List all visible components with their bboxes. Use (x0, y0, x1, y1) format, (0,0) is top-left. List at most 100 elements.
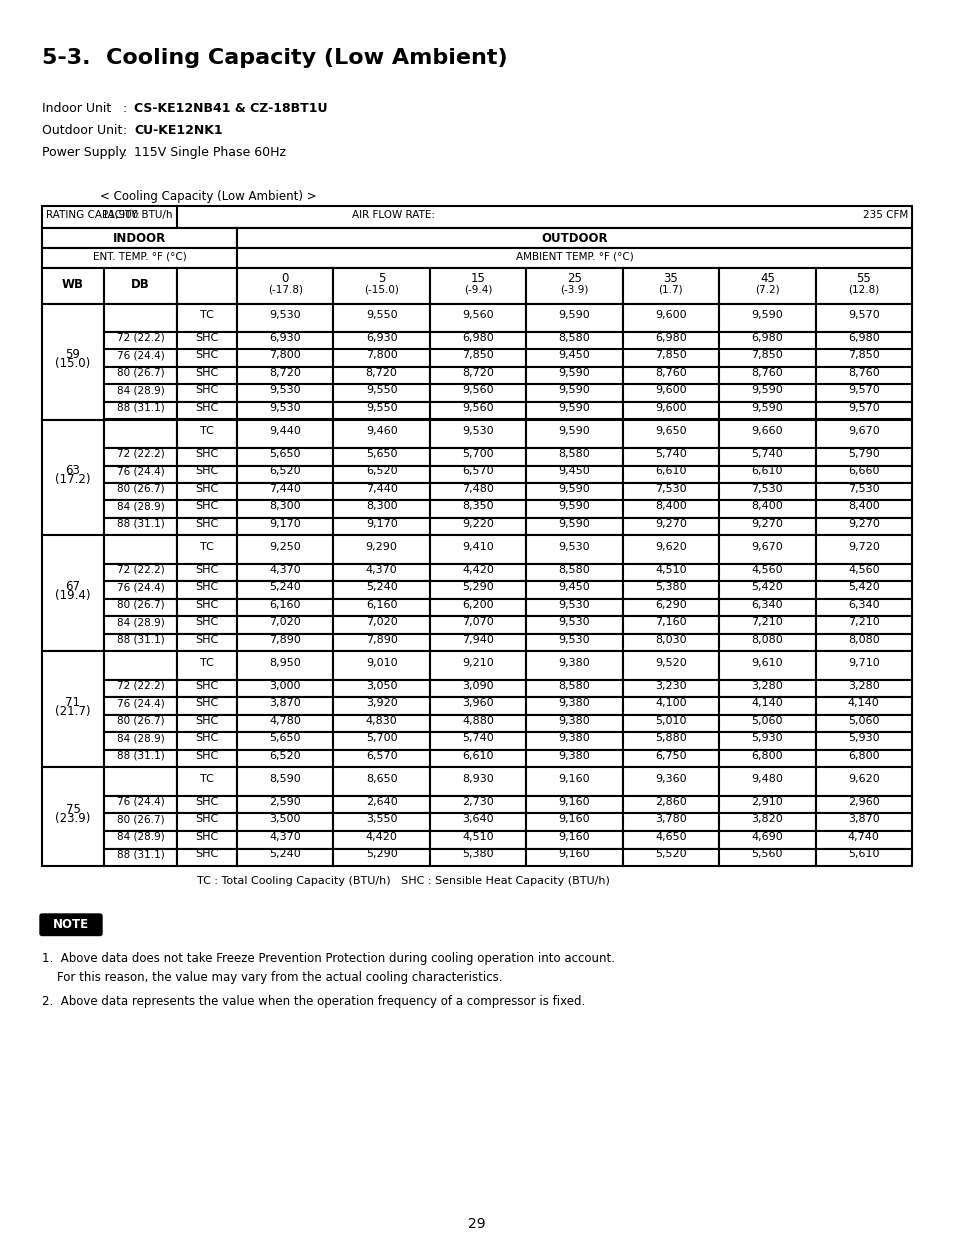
Text: 6,610: 6,610 (655, 467, 686, 477)
Text: < Cooling Capacity (Low Ambient) >: < Cooling Capacity (Low Ambient) > (100, 190, 316, 203)
Text: 6,340: 6,340 (847, 600, 879, 610)
Bar (622, 483, 719, 500)
Text: 9,590: 9,590 (558, 368, 590, 378)
Bar (815, 384, 911, 403)
Text: 9,360: 9,360 (655, 774, 686, 784)
Bar (815, 268, 911, 304)
Text: 5,700: 5,700 (365, 734, 397, 743)
Text: 9,220: 9,220 (461, 519, 494, 529)
Bar (719, 384, 815, 403)
Text: 6,570: 6,570 (365, 751, 397, 761)
Text: SHC: SHC (195, 751, 218, 761)
Bar (236, 767, 334, 797)
Text: 7,440: 7,440 (365, 484, 397, 494)
Text: 5,240: 5,240 (269, 582, 301, 593)
Bar (177, 483, 236, 500)
Bar (430, 350, 526, 367)
Text: 9,600: 9,600 (655, 385, 686, 395)
Text: 6,980: 6,980 (751, 332, 782, 343)
Bar (104, 616, 177, 634)
Bar (815, 517, 911, 536)
Bar (815, 698, 911, 715)
Text: 8,720: 8,720 (365, 368, 397, 378)
Text: 9,530: 9,530 (558, 635, 590, 645)
Text: (23.9): (23.9) (55, 813, 91, 825)
Text: SHC: SHC (195, 680, 218, 690)
Text: 5,610: 5,610 (847, 850, 879, 860)
Bar (719, 652, 815, 680)
Bar (42, 247, 236, 268)
Text: 88 (31.1): 88 (31.1) (116, 635, 164, 645)
Text: 5-3.  Cooling Capacity (Low Ambient): 5-3. Cooling Capacity (Low Ambient) (42, 48, 507, 68)
Bar (815, 536, 911, 564)
Bar (104, 536, 177, 564)
Text: 4,510: 4,510 (462, 831, 494, 842)
Bar (42, 420, 104, 536)
Text: 5,560: 5,560 (751, 850, 782, 860)
Text: :: : (122, 124, 126, 137)
Text: 9,010: 9,010 (365, 658, 397, 668)
Text: 88 (31.1): 88 (31.1) (116, 403, 164, 412)
Text: 7,850: 7,850 (655, 351, 686, 361)
Text: TC: TC (200, 310, 213, 320)
Text: 9,590: 9,590 (558, 501, 590, 511)
Text: 11,900 BTU/h: 11,900 BTU/h (102, 210, 172, 220)
Text: 8,590: 8,590 (269, 774, 301, 784)
Text: 8,930: 8,930 (461, 774, 494, 784)
Text: TC: TC (200, 542, 213, 552)
Bar (236, 332, 334, 350)
Text: 9,440: 9,440 (269, 426, 301, 436)
Text: 7,530: 7,530 (655, 484, 686, 494)
Text: 3,820: 3,820 (751, 814, 782, 824)
Bar (430, 652, 526, 680)
Bar (177, 466, 236, 483)
Text: 5: 5 (377, 272, 385, 284)
Bar (526, 420, 622, 448)
Text: 8,720: 8,720 (269, 368, 301, 378)
Text: SHC: SHC (195, 403, 218, 412)
Bar (719, 367, 815, 384)
Text: SHC: SHC (195, 600, 218, 610)
Text: 7,020: 7,020 (269, 618, 301, 627)
Bar (430, 564, 526, 582)
Text: 72 (22.2): 72 (22.2) (116, 332, 164, 343)
Bar (815, 483, 911, 500)
Text: 5,930: 5,930 (751, 734, 782, 743)
Text: 9,590: 9,590 (751, 385, 782, 395)
Bar (526, 582, 622, 599)
Bar (334, 680, 430, 698)
Text: 9,460: 9,460 (365, 426, 397, 436)
Text: 9,560: 9,560 (462, 310, 494, 320)
Text: 6,160: 6,160 (366, 600, 397, 610)
Text: 9,270: 9,270 (751, 519, 782, 529)
Bar (236, 814, 334, 831)
Bar (236, 616, 334, 634)
Bar (719, 814, 815, 831)
Text: OUTDOOR: OUTDOOR (540, 231, 607, 245)
Text: 80 (26.7): 80 (26.7) (116, 368, 164, 378)
Text: SHC: SHC (195, 698, 218, 708)
Bar (334, 831, 430, 848)
Bar (334, 367, 430, 384)
Bar (430, 680, 526, 698)
Text: 9,270: 9,270 (655, 519, 686, 529)
Text: 5,650: 5,650 (269, 448, 300, 458)
Bar (719, 750, 815, 767)
FancyBboxPatch shape (40, 914, 102, 935)
Bar (104, 483, 177, 500)
Text: 8,760: 8,760 (751, 368, 782, 378)
Text: 9,380: 9,380 (558, 734, 590, 743)
Bar (334, 500, 430, 517)
Bar (526, 750, 622, 767)
Text: 9,520: 9,520 (655, 658, 686, 668)
Bar (719, 831, 815, 848)
Bar (719, 536, 815, 564)
Bar (622, 564, 719, 582)
Text: 7,890: 7,890 (269, 635, 301, 645)
Bar (719, 715, 815, 732)
Text: 63: 63 (66, 464, 80, 477)
Bar (104, 797, 177, 814)
Text: 88 (31.1): 88 (31.1) (116, 850, 164, 860)
Text: 6,800: 6,800 (847, 751, 879, 761)
Bar (236, 384, 334, 403)
